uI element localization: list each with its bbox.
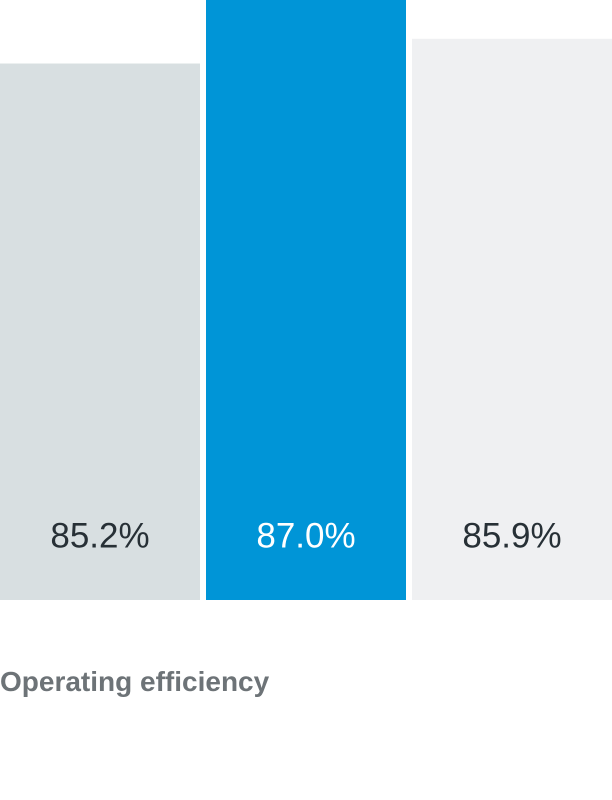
- data-label-3: 85.9%: [462, 516, 561, 555]
- bar-1: [0, 63, 200, 600]
- data-label-2: 87.0%: [256, 516, 355, 555]
- bar-chart: 85.2% 87.0% 85.9%: [0, 0, 612, 600]
- data-label-1: 85.2%: [50, 516, 149, 555]
- bar-3: [412, 38, 612, 600]
- bar-2: [206, 0, 406, 600]
- chart-caption: Operating efficiency: [0, 666, 270, 697]
